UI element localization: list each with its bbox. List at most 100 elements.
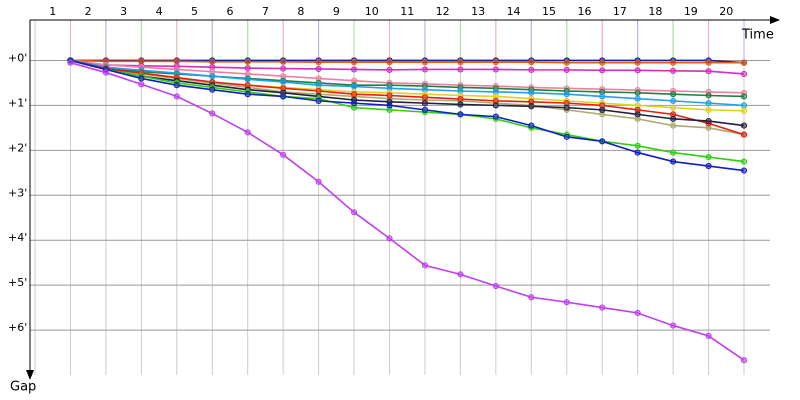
- data-point: [244, 129, 251, 136]
- data-point: [457, 66, 464, 73]
- series-line: [70, 59, 745, 75]
- x-tick-label: 4: [156, 5, 163, 18]
- data-point: [209, 86, 216, 93]
- series-line: [70, 59, 745, 136]
- data-point: [705, 153, 712, 161]
- x-tick-label: 7: [262, 5, 269, 18]
- x-tick-label: 20: [719, 5, 733, 18]
- series-line: [70, 61, 745, 361]
- data-point: [599, 138, 606, 145]
- data-point: [634, 59, 641, 66]
- data-point: [421, 59, 429, 66]
- data-point: [280, 58, 287, 65]
- x-tick-label: 11: [400, 5, 414, 18]
- data-point: [528, 103, 535, 110]
- x-tick-label: 15: [542, 5, 556, 18]
- data-point: [421, 262, 429, 269]
- series-line: [70, 59, 745, 163]
- data-point: [492, 113, 499, 120]
- data-point: [740, 167, 748, 174]
- data-point: [244, 64, 251, 72]
- series: [67, 57, 748, 364]
- data-point: [457, 95, 464, 103]
- series-line: [70, 59, 745, 64]
- data-point: [457, 111, 464, 118]
- data-point: [634, 309, 641, 317]
- series-line: [70, 59, 745, 136]
- data-point: [315, 178, 322, 185]
- x-tick-label: 2: [85, 5, 92, 18]
- data-point: [740, 158, 748, 165]
- data-point: [599, 106, 606, 113]
- data-point: [670, 97, 677, 104]
- data-point: [421, 106, 429, 113]
- data-point: [563, 104, 570, 111]
- data-point: [599, 304, 606, 311]
- x-tick-label: 1: [49, 5, 56, 18]
- data-point: [634, 142, 641, 149]
- x-tick-label: 13: [471, 5, 485, 18]
- data-point: [528, 122, 535, 129]
- y-tick-label: +3': [8, 186, 27, 199]
- data-point: [634, 111, 641, 118]
- data-point: [563, 66, 570, 73]
- data-point: [634, 149, 641, 156]
- data-point: [670, 158, 677, 165]
- data-point: [173, 58, 180, 65]
- data-point: [280, 151, 287, 158]
- data-point: [244, 91, 251, 98]
- data-point: [705, 162, 712, 170]
- data-point: [599, 93, 606, 100]
- series-line: [70, 59, 745, 107]
- data-point: [350, 209, 358, 216]
- data-point: [670, 149, 677, 156]
- x-tick-label: 10: [365, 5, 379, 18]
- data-point: [315, 97, 322, 104]
- data-point: [563, 59, 570, 66]
- data-point: [670, 104, 677, 111]
- data-point: [315, 59, 322, 66]
- data-point: [599, 59, 606, 66]
- data-point: [138, 75, 145, 82]
- y-tick-label: +0': [8, 51, 27, 64]
- data-point: [740, 357, 748, 364]
- data-point: [705, 100, 712, 107]
- data-point: [705, 68, 712, 75]
- x-tick-label: 17: [613, 5, 627, 18]
- data-point: [740, 131, 748, 138]
- data-point: [386, 102, 393, 109]
- data-point: [740, 102, 748, 109]
- data-point: [670, 59, 677, 66]
- data-point: [670, 115, 677, 122]
- data-point: [209, 73, 216, 80]
- data-point: [528, 294, 535, 301]
- data-point: [563, 133, 570, 140]
- data-point: [315, 65, 322, 73]
- x-tick-label: 9: [333, 5, 340, 18]
- data-point: [670, 67, 677, 74]
- data-point: [67, 59, 74, 66]
- data-point: [244, 76, 251, 83]
- data-point: [350, 91, 358, 98]
- data-point: [705, 332, 712, 340]
- data-point: [670, 91, 677, 98]
- data-point: [740, 107, 748, 114]
- data-point: [138, 81, 145, 88]
- data-point: [740, 93, 748, 100]
- y-axis-title: Gap: [10, 380, 36, 395]
- data-point: [209, 110, 216, 117]
- data-point: [421, 66, 429, 73]
- series-line: [70, 59, 745, 172]
- data-point: [528, 66, 535, 73]
- x-tick-label: 18: [648, 5, 662, 18]
- data-point: [599, 67, 606, 74]
- data-point: [740, 122, 748, 129]
- data-point: [209, 58, 216, 65]
- x-axis-title: Time: [741, 28, 774, 43]
- x-tick-label: 16: [577, 5, 591, 18]
- data-point: [457, 271, 464, 278]
- data-point: [740, 70, 748, 78]
- data-point: [634, 89, 641, 96]
- x-tick-label: 3: [120, 5, 127, 18]
